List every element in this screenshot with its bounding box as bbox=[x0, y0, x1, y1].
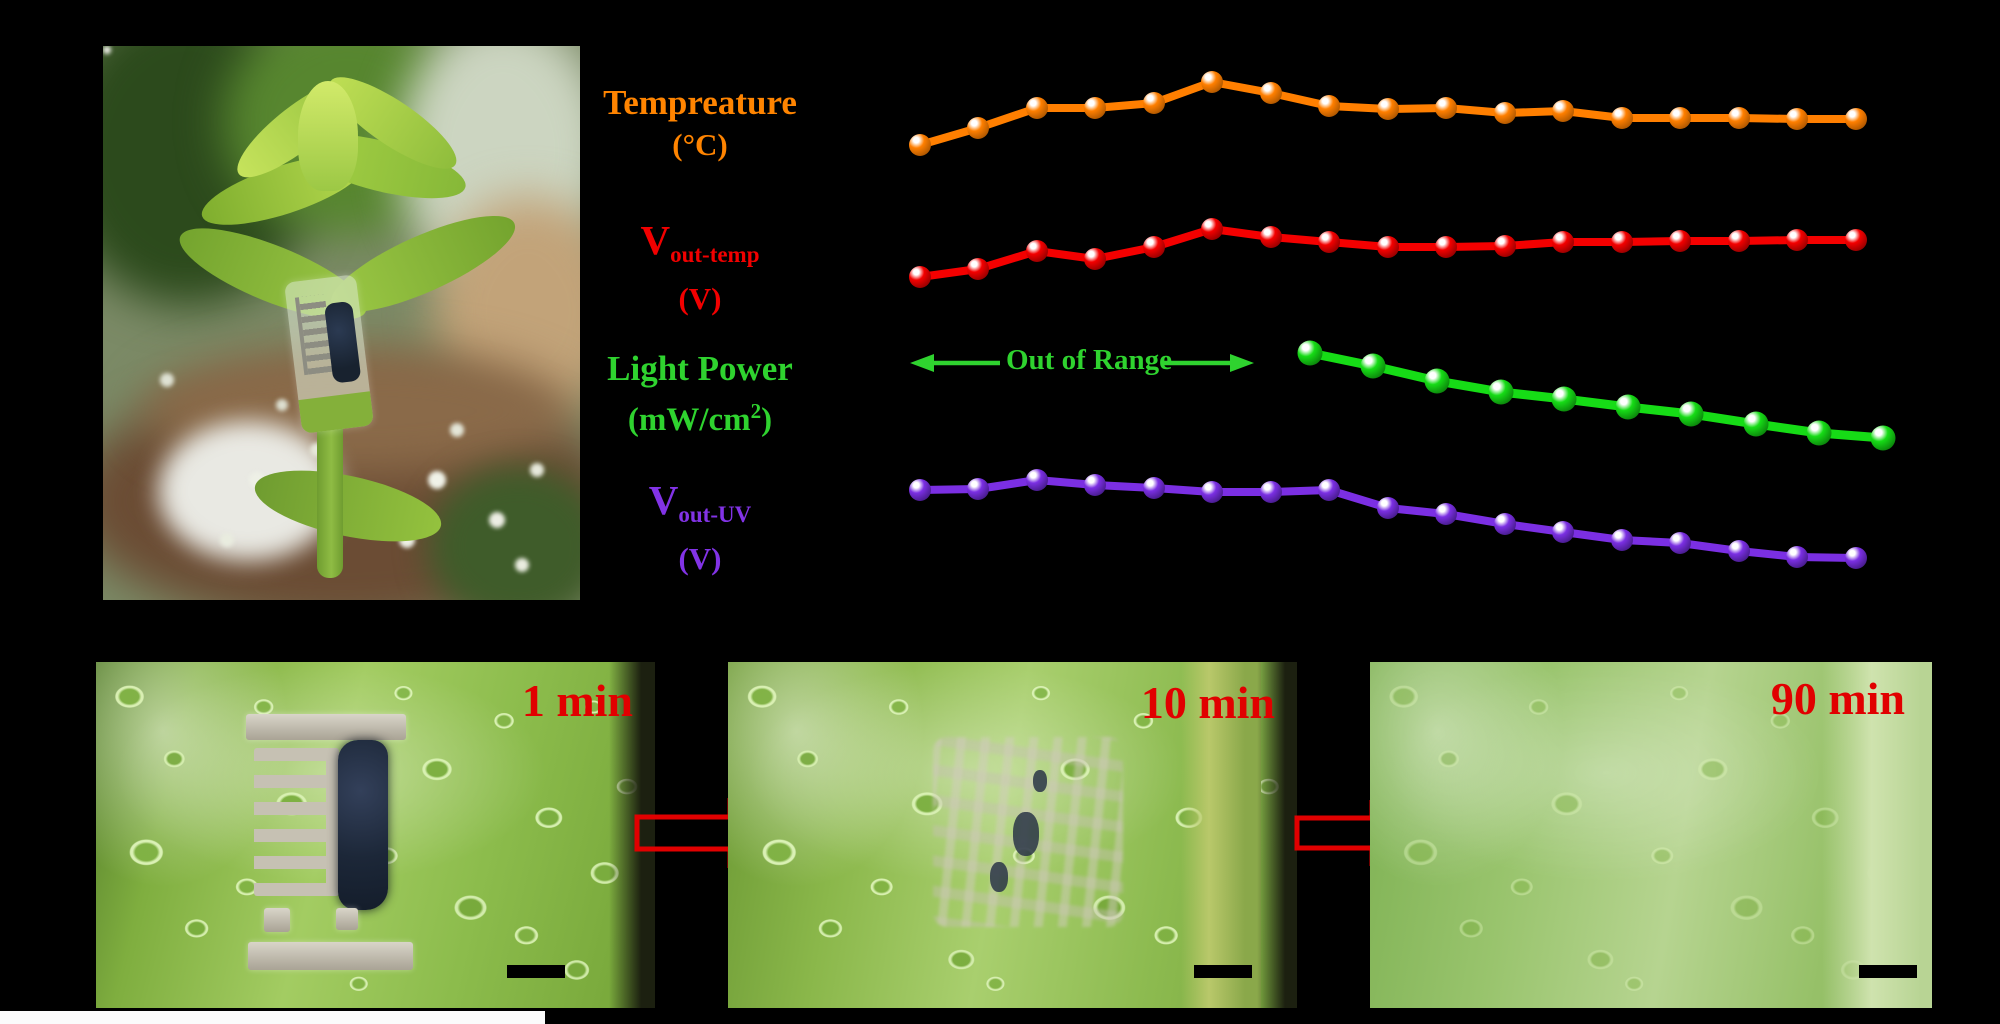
leaf-photo-90min: 90 min bbox=[1370, 662, 1932, 1008]
leaf-edge-shadow bbox=[1257, 662, 1297, 1008]
scale-bar bbox=[1859, 965, 1917, 978]
label-temperature-unit: (°C) bbox=[672, 127, 728, 162]
perlite-stones bbox=[103, 46, 111, 54]
time-label-1min: 1 min bbox=[521, 675, 633, 726]
label-light-power-name: Light Power bbox=[607, 349, 793, 388]
label-temperature-name: Tempreature bbox=[603, 83, 797, 122]
sensor-meander-electrode bbox=[254, 748, 339, 896]
sensor-ink-fleck bbox=[990, 862, 1008, 892]
plant-photo bbox=[103, 46, 580, 600]
out-of-range-label: Out of Range bbox=[1006, 344, 1172, 376]
label-vout-temp-name: Vout-temp bbox=[640, 217, 760, 267]
label-vout-uv-unit: (V) bbox=[678, 541, 722, 576]
sensor-bottom-electrode bbox=[248, 942, 413, 970]
label-vout-uv-name: Vout-UV bbox=[648, 477, 752, 527]
label-vout-temp-unit: (V) bbox=[678, 281, 722, 316]
out-of-range-right-arrow-icon bbox=[1164, 354, 1254, 372]
sensor-ink-fleck bbox=[1033, 770, 1047, 792]
series-label-temperature: Tempreature (°C) bbox=[530, 82, 870, 166]
sensor-ink-fleck bbox=[1013, 812, 1039, 856]
out-of-range-left-arrow-icon bbox=[910, 354, 1000, 372]
sensor-ink-stripe bbox=[338, 740, 388, 910]
leaf-photo-1min: 1 min bbox=[96, 662, 655, 1008]
bottom-white-strip bbox=[0, 1011, 545, 1024]
series-label-vout-uv: Vout-UV (V) bbox=[530, 478, 870, 581]
leaf-edge-band bbox=[1822, 662, 1932, 1008]
plant-leaf bbox=[298, 81, 358, 191]
scale-bar bbox=[1194, 965, 1252, 978]
time-label-90min: 90 min bbox=[1770, 673, 1905, 724]
out-of-range-annotation: Out of Range bbox=[908, 342, 1260, 384]
time-label-10min: 10 min bbox=[1140, 677, 1275, 728]
label-light-power-unit: (mW/cm2) bbox=[627, 399, 773, 438]
sensor-top-electrode bbox=[246, 714, 406, 740]
series-label-vout-temp: Vout-temp (V) bbox=[530, 218, 870, 321]
sensor-pad bbox=[264, 908, 290, 932]
leaf-photo-10min: 10 min bbox=[728, 662, 1297, 1008]
plant-stem bbox=[317, 408, 343, 578]
leaf-edge-band bbox=[1181, 662, 1261, 1008]
series-label-light-power: Light Power (mW/cm2) bbox=[530, 348, 870, 441]
leaf-edge-shadow bbox=[609, 662, 655, 1008]
scale-bar bbox=[507, 965, 565, 978]
sensor-pad bbox=[336, 908, 358, 930]
